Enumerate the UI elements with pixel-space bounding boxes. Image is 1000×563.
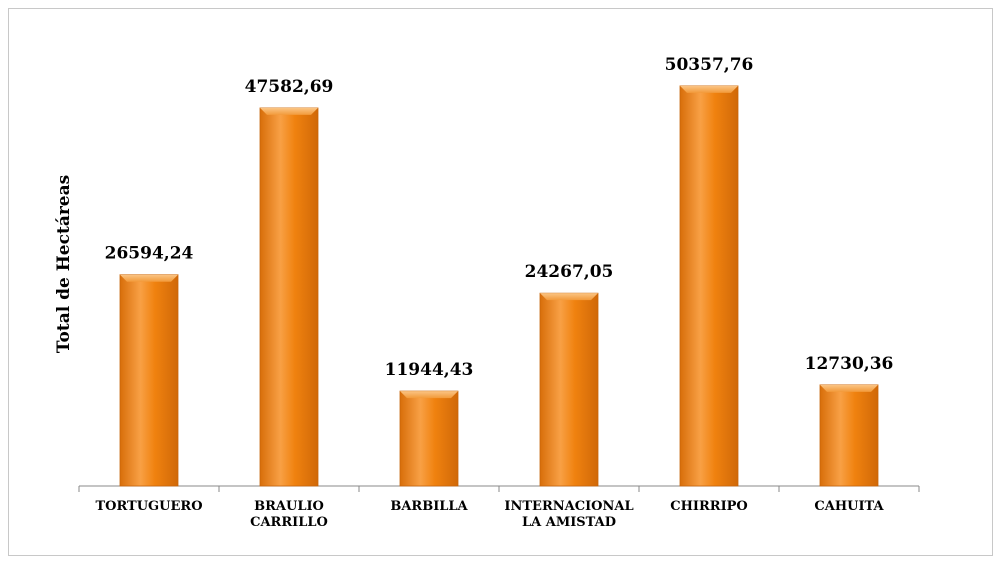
bar-cap xyxy=(680,85,738,93)
bar-cap xyxy=(400,391,458,399)
value-label: 50357,76 xyxy=(665,55,754,75)
bar xyxy=(539,292,599,487)
bar xyxy=(679,85,739,487)
category-label: CAHUITA xyxy=(814,499,884,514)
bar-cap xyxy=(260,107,318,115)
value-label: 26594,24 xyxy=(105,244,194,264)
category-label: INTERNACIONAL LA AMISTAD xyxy=(504,499,633,530)
bar xyxy=(819,384,879,487)
value-label: 47582,69 xyxy=(245,77,334,97)
bar xyxy=(399,390,459,487)
bar-body xyxy=(539,292,599,487)
category-label: BARBILLA xyxy=(390,499,468,514)
bars-group xyxy=(119,85,879,487)
bar xyxy=(119,274,179,487)
bar-cap xyxy=(820,384,878,392)
bar-cap xyxy=(120,274,178,282)
y-axis-label: Total de Hectáreas xyxy=(54,175,74,353)
category-labels-group: TORTUGUERO BRAULIO CARRILLO BARBILLA INTERNA… xyxy=(95,499,884,530)
x-ticks-group xyxy=(78,486,920,492)
value-label: 24267,05 xyxy=(525,262,614,282)
bar-body xyxy=(119,274,179,487)
value-label: 12730,36 xyxy=(805,354,894,374)
bar-chart: Total de Hectáreas 26594,24 47582,69 11944… xyxy=(54,55,920,530)
value-label: 11944,43 xyxy=(385,360,474,380)
chart-frame: Total de Hectáreas 26594,24 47582,69 11944… xyxy=(8,8,993,556)
bar-body xyxy=(259,107,319,487)
category-label: TORTUGUERO xyxy=(95,499,202,514)
bar xyxy=(259,107,319,487)
category-label: BRAULIO CARRILLO xyxy=(250,499,328,530)
bar-cap xyxy=(540,293,598,301)
bar-body xyxy=(819,384,879,487)
value-labels-group: 26594,24 47582,69 11944,43 24267,05 50357,76… xyxy=(105,55,894,380)
bar-body xyxy=(679,85,739,487)
category-label: CHIRRIPO xyxy=(670,499,748,514)
bar-body xyxy=(399,390,459,487)
